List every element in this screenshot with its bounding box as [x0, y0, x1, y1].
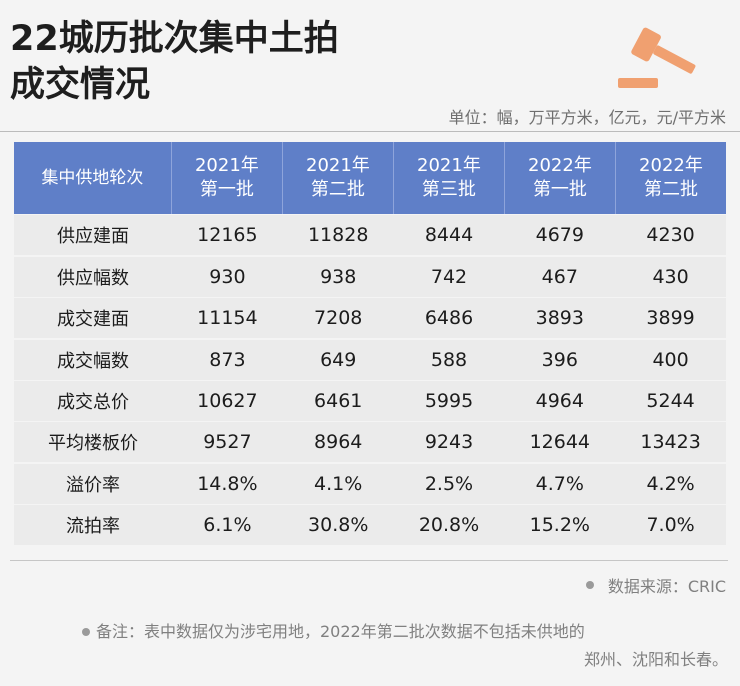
title-line-1: 22城历批次集中土拍	[10, 19, 339, 59]
table-cell: 4.1%	[314, 472, 363, 495]
table-cell: 30.8%	[308, 514, 369, 537]
page-title: 22城历批次集中土拍 成交情况	[10, 16, 339, 108]
table-cell: 3899	[646, 307, 695, 330]
row-label: 流拍率	[66, 516, 120, 538]
data-source: 数据来源：CRIC	[585, 573, 726, 597]
table-row: 流拍率 6.1% 30.8% 20.8% 15.2% 7.0%	[14, 505, 726, 546]
table-cell: 4679	[535, 224, 584, 247]
table-cell: 938	[320, 265, 357, 288]
table-row: 成交总价 10627 6461 5995 4964 5244	[14, 380, 726, 421]
bullet-icon	[82, 628, 90, 636]
table-cell: 12644	[529, 431, 591, 454]
table-cell: 4.2%	[646, 472, 695, 495]
header-batch: 第三批	[421, 179, 476, 200]
table-cell: 930	[209, 265, 246, 288]
table-cell: 13423	[640, 431, 701, 454]
table-cell: 6486	[424, 307, 474, 330]
table-cell: 11154	[197, 307, 258, 330]
table-cell: 9243	[424, 431, 474, 454]
row-label: 平均楼板价	[48, 433, 138, 455]
row-label: 供应建面	[57, 226, 129, 248]
header-col-1: 2021年第一批	[172, 142, 283, 214]
table-cell: 20.8%	[418, 514, 480, 537]
table-cell: 5244	[646, 389, 695, 412]
table-cell: 4964	[535, 389, 584, 412]
row-label: 成交总价	[57, 391, 129, 413]
table-cell: 9527	[203, 431, 252, 454]
table-cell: 430	[652, 265, 689, 288]
header-year: 2021年	[306, 155, 370, 176]
table-cell: 4230	[646, 224, 695, 247]
table-cell: 11828	[307, 224, 369, 247]
table-cell: 6461	[314, 389, 363, 412]
bullet-icon	[585, 581, 594, 589]
table-cell: 15.2%	[529, 514, 590, 537]
table-header: 集中供地轮次 2021年第一批 2021年第二批 2021年第三批 2022年第…	[14, 142, 726, 214]
title-line-2: 成交情况	[10, 65, 151, 105]
table-row: 成交建面 11154 7208 6486 3893 3899	[14, 298, 726, 339]
header-col-4: 2022年第一批	[505, 142, 616, 214]
bottom-divider	[10, 560, 728, 561]
table-cell: 12165	[197, 224, 258, 247]
table-row: 成交幅数 873 649 588 396 400	[14, 339, 726, 380]
table-cell: 3893	[535, 307, 584, 330]
row-label: 供应幅数	[57, 267, 129, 289]
table-cell: 742	[430, 265, 468, 288]
table-cell: 8964	[314, 431, 363, 454]
row-label: 成交幅数	[57, 350, 129, 372]
note-line-2: 郑州、沈阳和长春。	[583, 650, 728, 669]
header-batch: 第二批	[310, 179, 365, 200]
row-label: 溢价率	[66, 474, 120, 496]
table-cell: 396	[541, 348, 578, 371]
header-year: 2021年	[194, 155, 259, 176]
top-divider	[0, 131, 740, 132]
header-batch: 第一批	[199, 179, 254, 200]
footnote: 备注：表中数据仅为涉宅用地，2022年第二批次数据不包括未供地的 郑州、沈阳和长…	[82, 618, 728, 674]
row-label: 成交建面	[57, 309, 129, 331]
table-cell: 873	[209, 348, 246, 371]
header-corner: 集中供地轮次	[14, 142, 172, 214]
table-row: 供应幅数 930 938 742 467 430	[14, 256, 726, 297]
table-cell: 588	[430, 348, 468, 371]
header-year: 2022年	[528, 155, 592, 176]
header-col-5: 2022年第二批	[616, 142, 726, 214]
header-batch: 第一批	[532, 179, 587, 200]
table-cell: 7.0%	[646, 514, 695, 537]
gavel-icon	[618, 27, 696, 88]
header-col-2: 2021年第二批	[283, 142, 394, 214]
table-row: 平均楼板价 9527 8964 9243 12644 13423	[14, 422, 726, 463]
table-cell: 8444	[424, 224, 474, 247]
table-cell: 14.8%	[197, 472, 258, 495]
data-table: 集中供地轮次 2021年第一批 2021年第二批 2021年第三批 2022年第…	[14, 142, 726, 546]
table-cell: 467	[541, 265, 578, 288]
table-cell: 5995	[424, 389, 474, 412]
table-cell: 649	[320, 348, 357, 371]
table-cell: 6.1%	[203, 514, 252, 537]
header-year: 2022年	[639, 155, 703, 176]
table-cell: 400	[652, 348, 689, 371]
header-col-3: 2021年第三批	[394, 142, 505, 214]
unit-label: 单位：幅，万平方米，亿元，元/平方米	[448, 108, 726, 127]
table-cell: 7208	[314, 307, 363, 330]
table-row: 溢价率 14.8% 4.1% 2.5% 4.7% 4.2%	[14, 463, 726, 504]
table-cell: 10627	[197, 389, 258, 412]
header-year: 2021年	[417, 155, 481, 176]
header-batch: 第二批	[643, 179, 698, 200]
table-cell: 2.5%	[424, 472, 474, 495]
note-line-1: 备注：表中数据仅为涉宅用地，2022年第二批次数据不包括未供地的	[96, 622, 585, 641]
source-text: 数据来源：CRIC	[607, 577, 726, 596]
table-row: 供应建面 12165 11828 8444 4679 4230	[14, 215, 726, 256]
table-cell: 4.7%	[535, 472, 584, 495]
